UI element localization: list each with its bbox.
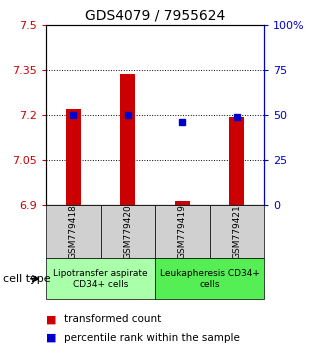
Text: cell type: cell type bbox=[3, 274, 51, 284]
Text: GSM779421: GSM779421 bbox=[232, 205, 241, 259]
Bar bbox=[155, 205, 210, 258]
Text: Leukapheresis CD34+
cells: Leukapheresis CD34+ cells bbox=[160, 269, 259, 289]
Title: GDS4079 / 7955624: GDS4079 / 7955624 bbox=[85, 8, 225, 22]
Bar bbox=[155, 258, 264, 299]
Bar bbox=[229, 116, 245, 205]
Text: transformed count: transformed count bbox=[64, 314, 162, 324]
Text: ■: ■ bbox=[46, 333, 57, 343]
Text: GSM779418: GSM779418 bbox=[69, 204, 78, 259]
Text: GSM779420: GSM779420 bbox=[123, 205, 132, 259]
Text: Lipotransfer aspirate
CD34+ cells: Lipotransfer aspirate CD34+ cells bbox=[53, 269, 148, 289]
Bar bbox=[66, 109, 81, 205]
Bar bbox=[210, 205, 264, 258]
Bar bbox=[175, 201, 190, 205]
Bar bbox=[46, 258, 155, 299]
Text: ■: ■ bbox=[46, 314, 57, 324]
Bar bbox=[101, 205, 155, 258]
Text: percentile rank within the sample: percentile rank within the sample bbox=[64, 333, 240, 343]
Bar bbox=[46, 205, 101, 258]
Text: GSM779419: GSM779419 bbox=[178, 204, 187, 259]
Bar bbox=[120, 74, 136, 205]
